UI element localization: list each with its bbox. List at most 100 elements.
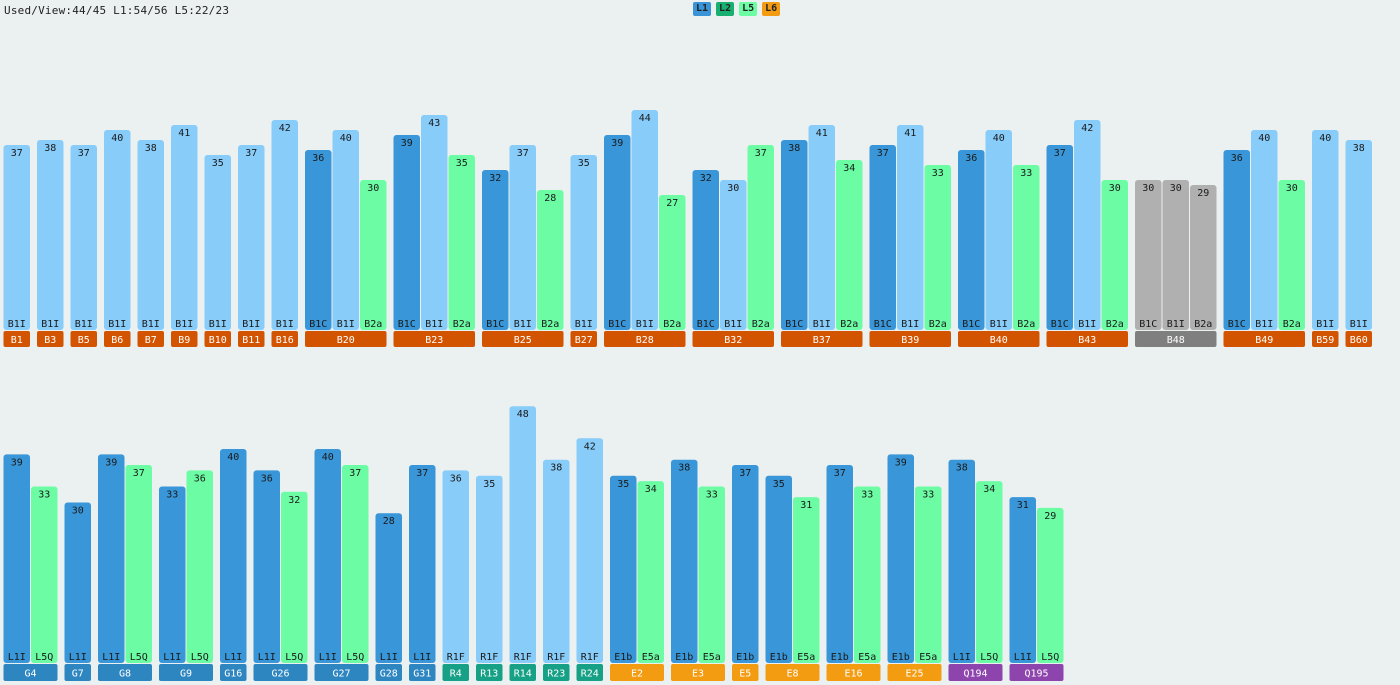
group-band-b43 — [1046, 331, 1128, 347]
bar-signal-label: B2a — [364, 319, 382, 330]
bar-value-label: 33 — [932, 168, 944, 179]
bar-value-label: 37 — [877, 148, 889, 159]
bar-b23-b2a — [448, 155, 475, 330]
group-label: B60 — [1350, 335, 1368, 346]
bar-signal-label: L5Q — [1041, 652, 1059, 663]
bar-b49-b2a — [1278, 180, 1305, 330]
chart-row-2: 39 L1I 33 L5Q G4 30 L1I G7 39 L1I 37 L5Q G8 33 L1I 36 L5… — [3, 406, 1064, 681]
bar-b48-b1c — [1135, 180, 1162, 330]
group-band-e25 — [887, 664, 942, 681]
bar-b48-b2a — [1190, 185, 1217, 330]
bar-signal-label: E1b — [831, 652, 849, 663]
group-band-b23 — [393, 331, 475, 347]
bar-group-b1: 37 B1I B1 — [3, 145, 30, 347]
bar-value-label: 36 — [965, 153, 977, 164]
group-band-b11 — [238, 331, 265, 347]
bar-value-label: 32 — [489, 173, 501, 184]
bar-b7-b1i — [137, 140, 164, 330]
bar-value-label: 35 — [773, 479, 785, 490]
bar-group-g4: 39 L1I 33 L5Q G4 — [3, 454, 58, 681]
group-label: B49 — [1255, 335, 1273, 346]
bar-signal-label: B1C — [697, 319, 715, 330]
group-band-b39 — [869, 331, 951, 347]
bar-signal-label: B1I — [337, 319, 355, 330]
bar-signal-label: B1I — [425, 319, 443, 330]
bar-signal-label: B1I — [1316, 319, 1334, 330]
bar-value-label: 39 — [611, 138, 623, 149]
bar-value-label: 28 — [544, 193, 556, 204]
bar-value-label: 37 — [78, 148, 90, 159]
bar-value-label: 38 — [1353, 143, 1365, 154]
group-band-b59 — [1312, 331, 1339, 347]
bar-group-b40: 36 B1C 40 B1I 33 B2a B40 — [958, 130, 1040, 347]
bar-r24-r1f — [576, 438, 603, 663]
bar-value-label: 39 — [11, 457, 23, 468]
bar-q194-l5q — [976, 481, 1003, 663]
group-band-q195 — [1009, 664, 1064, 681]
bar-b37-b1c — [781, 140, 808, 330]
bar-signal-label: E1b — [614, 652, 632, 663]
bar-value-label: 37 — [517, 148, 529, 159]
bar-signal-label: B1C — [1051, 319, 1069, 330]
group-label: B7 — [145, 335, 157, 346]
bar-signal-label: B1C — [398, 319, 416, 330]
bar-group-q194: 38 L1I 34 L5Q Q194 — [948, 459, 1003, 681]
bar-value-label: 41 — [816, 128, 828, 139]
bar-g28-l1i — [375, 513, 402, 663]
bar-g8-l1i — [98, 454, 125, 663]
group-band-e2 — [610, 664, 664, 681]
bar-group-e8: 35 E1b 31 E5a E8 — [765, 475, 820, 681]
bar-value-label: 30 — [367, 183, 379, 194]
bar-signal-label: L1I — [258, 652, 276, 663]
bar-signal-label: B1I — [1350, 319, 1368, 330]
bar-signal-label: B1C — [962, 319, 980, 330]
group-label: G27 — [332, 669, 350, 680]
group-label: B5 — [78, 335, 90, 346]
bar-q194-l1i — [948, 459, 975, 663]
bar-value-label: 35 — [617, 479, 629, 490]
bar-group-b6: 40 B1I B6 — [104, 130, 131, 347]
bar-signal-label: L5Q — [980, 652, 998, 663]
bar-value-label: 39 — [105, 457, 117, 468]
bar-signal-label: B1I — [41, 319, 59, 330]
bar-value-label: 42 — [1081, 123, 1093, 134]
bar-e8-e5a — [793, 497, 820, 663]
group-band-b1 — [3, 331, 30, 347]
bar-value-label: 39 — [401, 138, 413, 149]
bar-value-label: 48 — [517, 409, 529, 420]
bar-signal-label: B1I — [209, 319, 227, 330]
group-label: B59 — [1316, 335, 1334, 346]
bar-group-r23: 38 R1F R23 — [543, 459, 570, 681]
group-label: B16 — [276, 335, 294, 346]
bar-value-label: 40 — [993, 133, 1005, 144]
bar-value-label: 38 — [145, 143, 157, 154]
bar-b23-b1i — [421, 115, 448, 330]
bar-signal-label: L1I — [102, 652, 120, 663]
bar-r13-r1f — [476, 475, 503, 663]
bar-value-label: 33 — [38, 489, 50, 500]
group-band-g9 — [159, 664, 213, 681]
bar-value-label: 37 — [416, 468, 428, 479]
group-label: E2 — [631, 669, 643, 680]
bar-group-e5: 37 E1b E5 — [732, 465, 759, 681]
group-band-r13 — [476, 664, 503, 681]
group-label: G28 — [380, 669, 398, 680]
bar-group-g8: 39 L1I 37 L5Q G8 — [98, 454, 152, 681]
bar-b11-b1i — [238, 145, 265, 330]
bar-value-label: 37 — [1054, 148, 1066, 159]
bar-signal-label: L1I — [413, 652, 431, 663]
bar-b28-b1c — [604, 135, 631, 330]
bar-value-label: 33 — [1020, 168, 1032, 179]
group-label: B1 — [11, 335, 23, 346]
bar-value-label: 29 — [1197, 188, 1209, 199]
bar-group-g27: 40 L1I 37 L5Q G27 — [314, 449, 369, 681]
bar-signal-label: L5Q — [35, 652, 53, 663]
bar-signal-label: L1I — [163, 652, 181, 663]
bar-b23-b1c — [393, 135, 420, 330]
group-label: E3 — [692, 669, 704, 680]
bar-b5-b1i — [70, 145, 97, 330]
group-label: E8 — [786, 669, 798, 680]
group-label: Q195 — [1024, 669, 1048, 680]
bar-b59-b1i — [1312, 130, 1339, 330]
